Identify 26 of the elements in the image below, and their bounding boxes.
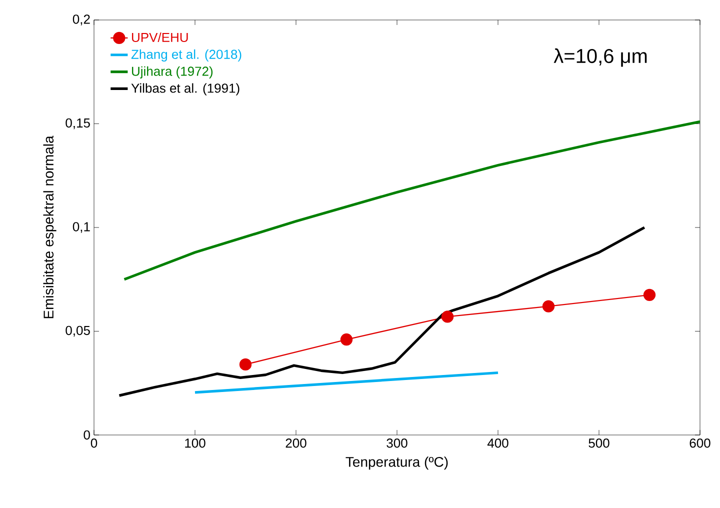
x-tick-label: 300 xyxy=(386,438,408,448)
y-tick-label: 0,15 xyxy=(66,118,90,130)
x-tick-label: 200 xyxy=(286,438,306,448)
point xyxy=(441,310,454,323)
point xyxy=(239,358,252,371)
x-axis-title: Tenperatura (ºC) xyxy=(346,456,448,470)
legend-label: Zhang et al. (2018) xyxy=(131,49,242,62)
legend-label: UPV/EHU xyxy=(132,32,188,42)
y-tick-label: 0 xyxy=(84,430,90,440)
y-tick-label: 0,05 xyxy=(66,326,90,337)
legend-label: Yilbas et al. (1991) xyxy=(131,83,240,96)
x-tick-label: 600 xyxy=(690,438,710,448)
x-tick-label: 500 xyxy=(588,438,610,448)
legend-label: Ujihara (1972) xyxy=(132,66,213,78)
y-tick-label: 0,1 xyxy=(72,222,90,233)
point xyxy=(643,288,656,302)
point xyxy=(340,333,353,346)
line-series xyxy=(118,226,646,397)
y-axis-title: Emisibitate espektral normala xyxy=(43,136,56,318)
x-tick-label: 100 xyxy=(185,438,206,448)
x-tick-label: 400 xyxy=(487,438,508,448)
annotation: λ=10,6 μm xyxy=(554,48,647,67)
line-series xyxy=(123,120,700,281)
x-tick-label: 0 xyxy=(90,438,98,448)
point xyxy=(542,300,555,312)
y-tick-label: 0,2 xyxy=(72,14,90,26)
